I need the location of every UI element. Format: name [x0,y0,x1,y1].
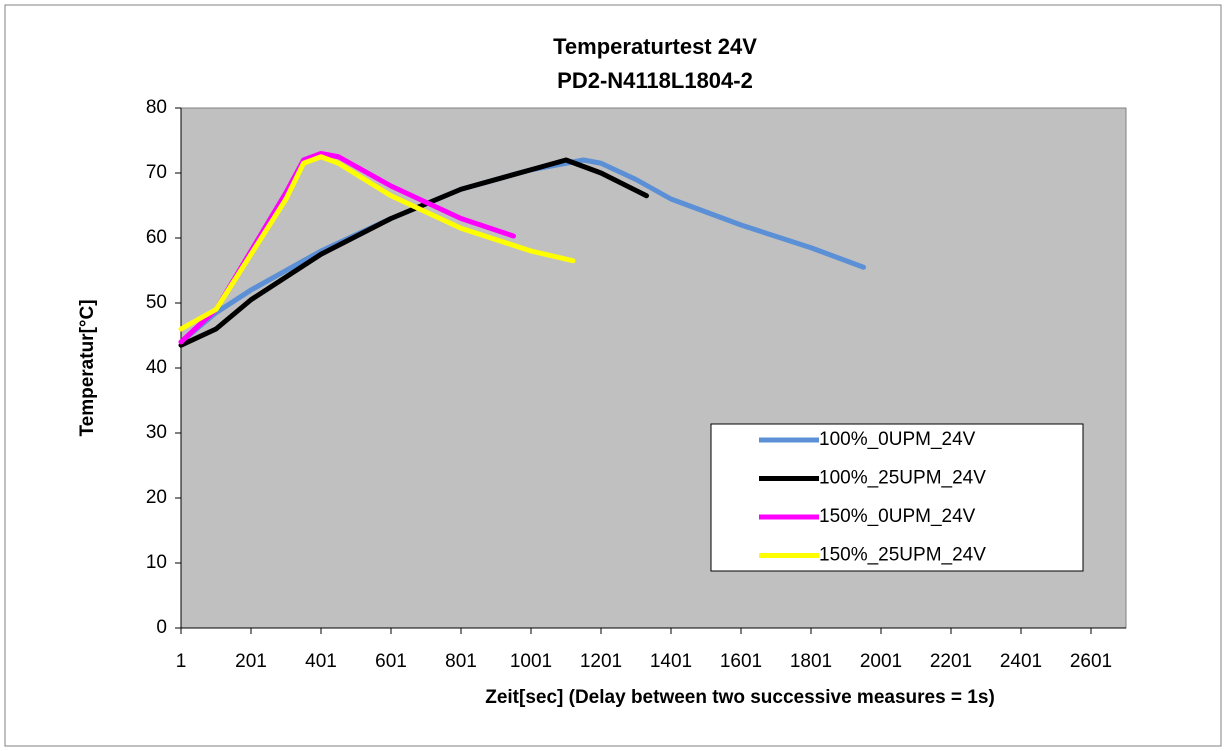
y-tick-label: 70 [146,162,167,183]
legend [710,423,1084,572]
x-tick-label: 401 [305,651,337,672]
legend-label: 150%_25UPM_24V [819,545,986,566]
x-axis-label: Zeit[sec] (Delay between two successive … [485,687,995,708]
y-tick-label: 10 [146,552,167,573]
chart-subtitle: PD2-N4118L1804-2 [557,68,753,93]
x-tick-label: 1801 [790,651,832,672]
x-tick-label: 1601 [720,651,762,672]
x-tick-label: 2001 [860,651,902,672]
legend-label: 100%_25UPM_24V [819,468,986,489]
x-tick-label: 201 [235,651,267,672]
x-tick-label: 2201 [930,651,972,672]
y-tick-label: 40 [146,357,167,378]
x-tick-label: 801 [445,651,477,672]
y-tick-label: 80 [146,97,167,118]
y-tick-label: 50 [146,292,167,313]
legend-label: 100%_0UPM_24V [819,429,976,450]
y-axis-label: Temperatur[°C] [77,299,98,436]
y-tick-label: 0 [156,617,167,638]
y-tick-label: 30 [146,422,167,443]
y-tick-label: 60 [146,227,167,248]
x-tick-label: 2601 [1070,651,1112,672]
x-tick-label: 1401 [650,651,692,672]
x-tick-label: 1201 [580,651,622,672]
x-tick-label: 2401 [1000,651,1042,672]
y-tick-label: 20 [146,487,167,508]
x-tick-label: 601 [375,651,407,672]
x-tick-label: 1 [176,651,187,672]
chart-title: Temperaturtest 24V [553,34,757,59]
series-line [178,154,576,332]
legend-label: 150%_0UPM_24V [819,506,976,527]
x-tick-label: 1001 [510,651,552,672]
